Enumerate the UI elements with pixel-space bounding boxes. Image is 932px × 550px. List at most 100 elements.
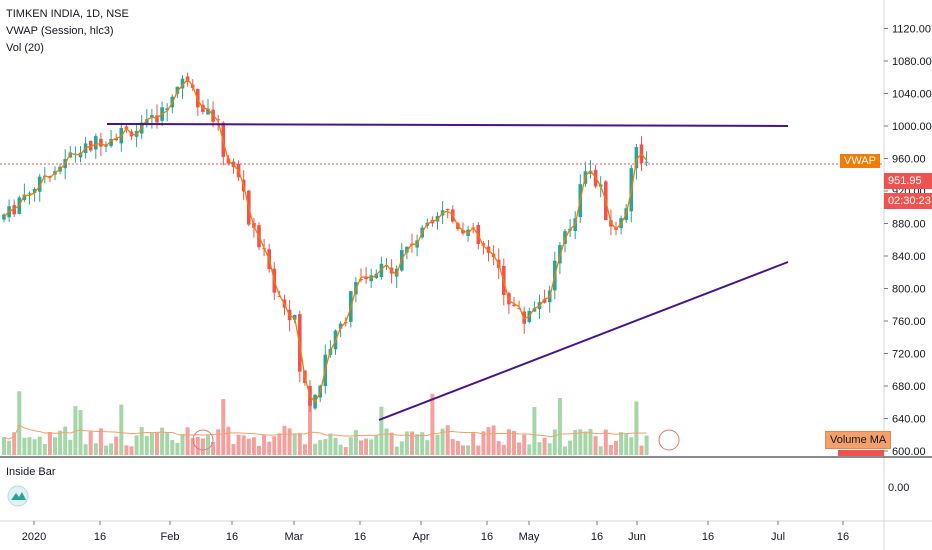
volume-ma-line [3,424,647,440]
volume-bar [58,430,63,455]
inside-bar-logo[interactable] [7,485,29,507]
candle-body [150,115,154,118]
volume-bar [527,444,532,455]
volume-bar [430,393,435,455]
candle-body [644,161,649,163]
time-tick-label: 16 [591,531,603,543]
candle-body [634,147,639,169]
volume-bar [155,432,159,455]
resistance-line[interactable] [106,123,789,127]
price-tick-label: 680.00 [892,381,926,393]
candle-body [384,265,389,267]
time-tick-label: Feb [161,531,180,543]
volume-bar [614,440,618,455]
volume-bar [12,432,17,455]
volume-bar [369,439,374,455]
volume-bar [440,428,445,455]
candle-body [379,263,384,277]
vwap-legend[interactable]: VWAP (Session, hlc3) [6,25,114,37]
volume-bar [394,446,399,455]
candle-body [27,193,32,195]
volume-bar [573,430,578,455]
time-tick-label: 16 [702,531,714,543]
volume-bar [338,444,343,455]
volume-bar [313,443,318,455]
volume-bar [318,440,323,455]
volume-bar [114,436,119,455]
price-tick-label: 640.00 [892,414,926,426]
time-axis[interactable]: 2020 16 Feb 16 Mar 16 Apr 16 May 16 Jun 16 Jul 16 [22,521,849,543]
candle-body [461,230,465,234]
volume-bar [27,437,32,455]
volume-bar [603,429,608,455]
candle-body [277,295,282,297]
volume-bar [517,442,522,455]
volume-bar [297,433,302,455]
countdown-tag: 02:30:23 [884,193,932,209]
volume-bar [359,440,363,455]
volume-legend[interactable]: Vol (20) [6,42,44,54]
volume-bar [415,434,420,455]
volume-bar [634,401,639,455]
volume-bar [552,429,557,455]
volume-bar [379,406,384,455]
volume-bar [63,426,68,455]
volume-bar [348,437,353,455]
candle-body [532,308,537,312]
volume-bar [619,432,624,455]
volume-bar [563,446,567,455]
vwap-line [3,78,648,404]
volume-bar [83,444,88,455]
volume-bar [251,437,256,455]
volume-bar [236,434,241,455]
volume-bar [47,432,52,455]
volume-bar [624,433,629,455]
time-tick-label: Jul [771,531,785,543]
candles [2,72,649,412]
volume-bar [139,427,144,455]
price-axis[interactable]: 1120.001080.001040.001000.00960.00920.00… [884,24,932,459]
volume-bar [583,431,588,455]
price-tick-label: 1120.00 [892,24,931,36]
volume-bar [476,445,481,455]
price-tick-label: 600.00 [892,446,926,458]
support-trendline[interactable] [378,261,789,421]
price-tick-label: 1000.00 [892,121,932,133]
volume-bar [287,428,292,455]
volume-bar [455,440,460,455]
volume-bar [73,406,78,455]
volume-bar [598,446,603,455]
volume-bar [323,439,328,455]
volume-bar [343,446,348,455]
volume-bar [53,437,57,455]
volume-bar [496,441,501,455]
candle-body [175,86,180,94]
time-tick-label: Jun [628,531,646,543]
time-tick-label: 16 [94,531,106,543]
volume-bar [512,430,516,455]
highlight-circle-1 [192,429,214,451]
volume-bar [384,428,389,455]
volume-bar [308,400,312,455]
volume-bar [542,437,547,455]
volume-bar [333,437,338,455]
time-tick-label: 2020 [22,531,46,543]
volume-bar [88,431,93,455]
volume-bar [190,438,195,455]
candle-body [292,314,297,320]
volume-bar [420,432,425,455]
time-tick-label: Mar [285,531,304,543]
volume-bar [185,427,190,455]
volume-bar [466,445,471,455]
candle-body [364,277,368,280]
candle-body [588,170,593,174]
volume-bar [241,435,246,455]
candle-body [32,188,37,193]
volume-bar [104,445,108,455]
volume-bar [410,431,414,455]
symbol-legend[interactable]: TIMKEN INDIA, 1D, NSE [6,8,129,20]
volume-bar [37,436,42,455]
inside-bar-legend[interactable]: Inside Bar [6,466,56,478]
time-tick-label: Apr [412,531,429,543]
